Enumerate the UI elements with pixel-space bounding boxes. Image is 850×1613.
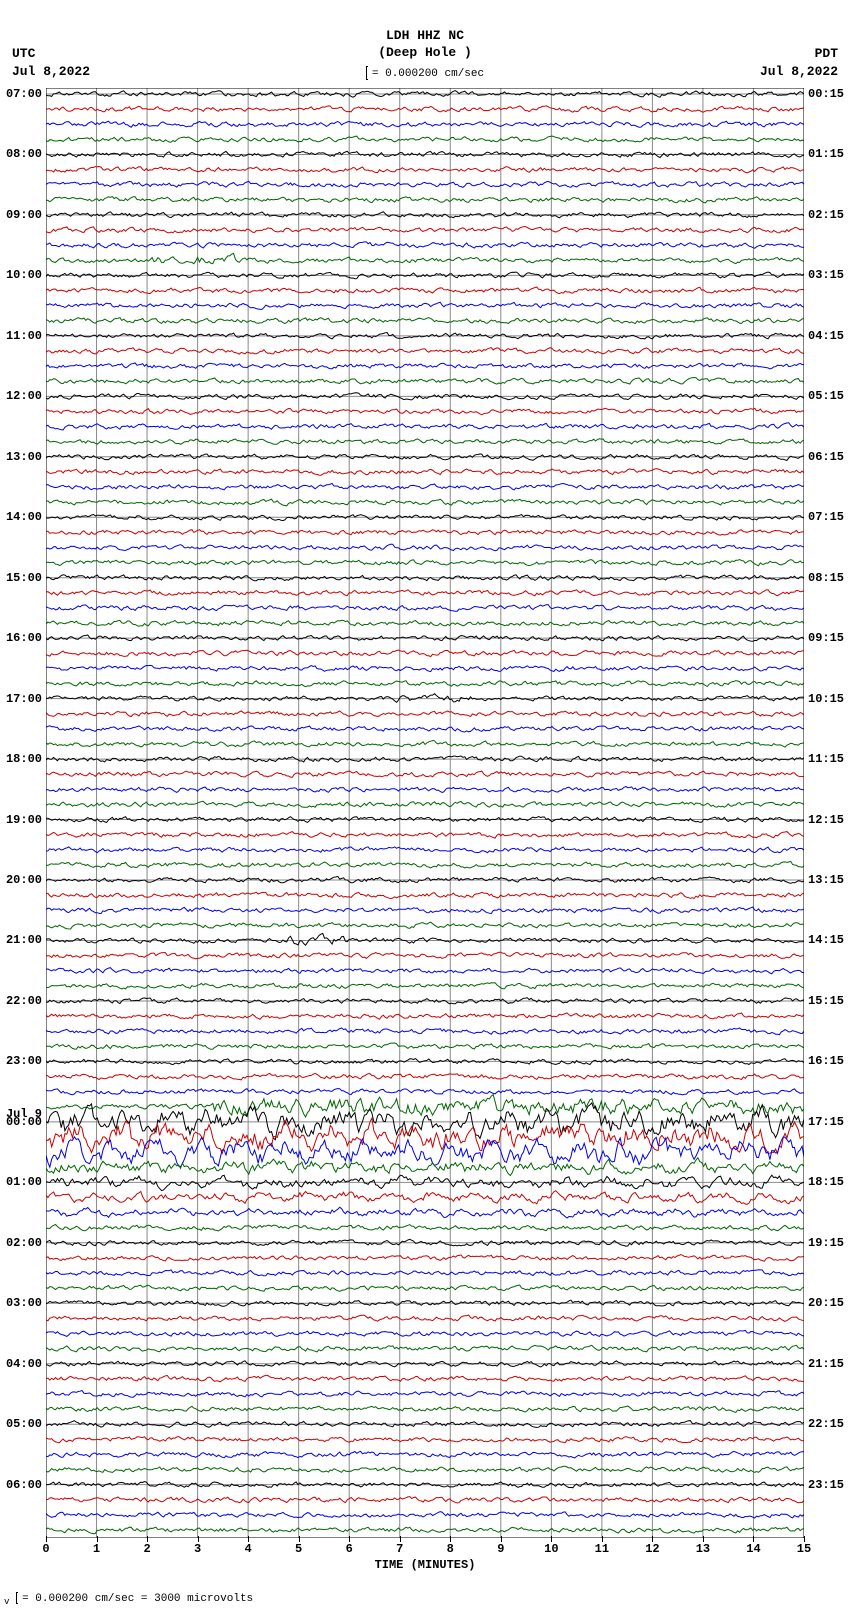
utc-time-label: 21:00 (6, 933, 42, 947)
utc-time-label: 17:00 (6, 692, 42, 706)
pdt-time-label: 19:15 (808, 1236, 844, 1250)
pdt-time-label: 08:15 (808, 571, 844, 585)
pdt-time-label: 00:15 (808, 87, 844, 101)
station-subtitle: (Deep Hole ) (0, 45, 850, 62)
pdt-time-label: 11:15 (808, 752, 844, 766)
seismogram-svg (46, 88, 804, 1538)
pdt-time-label: 16:15 (808, 1054, 844, 1068)
pdt-time-label: 04:15 (808, 329, 844, 343)
x-tick: 9 (497, 1542, 504, 1556)
pdt-time-label: 21:15 (808, 1357, 844, 1371)
pdt-time-label: 15:15 (808, 994, 844, 1008)
pdt-time-label: 09:15 (808, 631, 844, 645)
seismogram-plot: 07:0008:0009:0010:0011:0012:0013:0014:00… (46, 88, 804, 1538)
x-tick: 6 (346, 1542, 353, 1556)
x-tick: 11 (595, 1542, 609, 1556)
utc-time-label: 06:00 (6, 1478, 42, 1492)
utc-time-label: 16:00 (6, 631, 42, 645)
station-title: LDH HHZ NC (0, 28, 850, 45)
pdt-time-label: 03:15 (808, 268, 844, 282)
utc-time-label: 11:00 (6, 329, 42, 343)
pdt-time-label: 14:15 (808, 933, 844, 947)
x-tick: 3 (194, 1542, 201, 1556)
corner-pdt: PDT Jul 8,2022 (760, 45, 838, 80)
x-tick: 14 (746, 1542, 760, 1556)
footer-scale: v = 0.000200 cm/sec = 3000 microvolts (4, 1592, 253, 1607)
pdt-time-label: 17:15 (808, 1115, 844, 1129)
utc-time-label: 00:00 (6, 1115, 42, 1129)
pdt-time-label: 01:15 (808, 147, 844, 161)
utc-time-label: 03:00 (6, 1296, 42, 1310)
utc-time-label: 10:00 (6, 268, 42, 282)
x-tick: 13 (696, 1542, 710, 1556)
scale-legend: = 0.000200 cm/sec (0, 66, 850, 80)
pdt-time-label: 13:15 (808, 873, 844, 887)
x-tick: 15 (797, 1542, 811, 1556)
utc-time-label: 22:00 (6, 994, 42, 1008)
utc-time-label: 23:00 (6, 1054, 42, 1068)
utc-time-label: 02:00 (6, 1236, 42, 1250)
utc-time-label: 18:00 (6, 752, 42, 766)
pdt-time-label: 02:15 (808, 208, 844, 222)
pdt-time-label: 05:15 (808, 389, 844, 403)
x-tick: 5 (295, 1542, 302, 1556)
utc-time-label: 05:00 (6, 1417, 42, 1431)
utc-time-label: 19:00 (6, 813, 42, 827)
x-tick: 1 (93, 1542, 100, 1556)
pdt-time-label: 10:15 (808, 692, 844, 706)
utc-time-label: 13:00 (6, 450, 42, 464)
pdt-time-label: 06:15 (808, 450, 844, 464)
pdt-time-label: 20:15 (808, 1296, 844, 1310)
pdt-time-label: 12:15 (808, 813, 844, 827)
utc-time-label: 20:00 (6, 873, 42, 887)
x-tick: 4 (245, 1542, 252, 1556)
pdt-time-label: 07:15 (808, 510, 844, 524)
pdt-time-label: 22:15 (808, 1417, 844, 1431)
x-tick: 10 (544, 1542, 558, 1556)
utc-time-label: 15:00 (6, 571, 42, 585)
utc-time-label: 09:00 (6, 208, 42, 222)
x-tick: 12 (645, 1542, 659, 1556)
utc-time-label: 12:00 (6, 389, 42, 403)
x-tick: 2 (143, 1542, 150, 1556)
x-tick: 7 (396, 1542, 403, 1556)
utc-time-label: 04:00 (6, 1357, 42, 1371)
x-tick: 8 (447, 1542, 454, 1556)
utc-time-label: 01:00 (6, 1175, 42, 1189)
utc-time-label: 08:00 (6, 147, 42, 161)
corner-utc: UTC Jul 8,2022 (12, 45, 90, 80)
x-axis-label: TIME (MINUTES) (46, 1558, 804, 1572)
x-tick: 0 (42, 1542, 49, 1556)
utc-time-label: 07:00 (6, 87, 42, 101)
pdt-time-label: 23:15 (808, 1478, 844, 1492)
pdt-time-label: 18:15 (808, 1175, 844, 1189)
utc-time-label: 14:00 (6, 510, 42, 524)
